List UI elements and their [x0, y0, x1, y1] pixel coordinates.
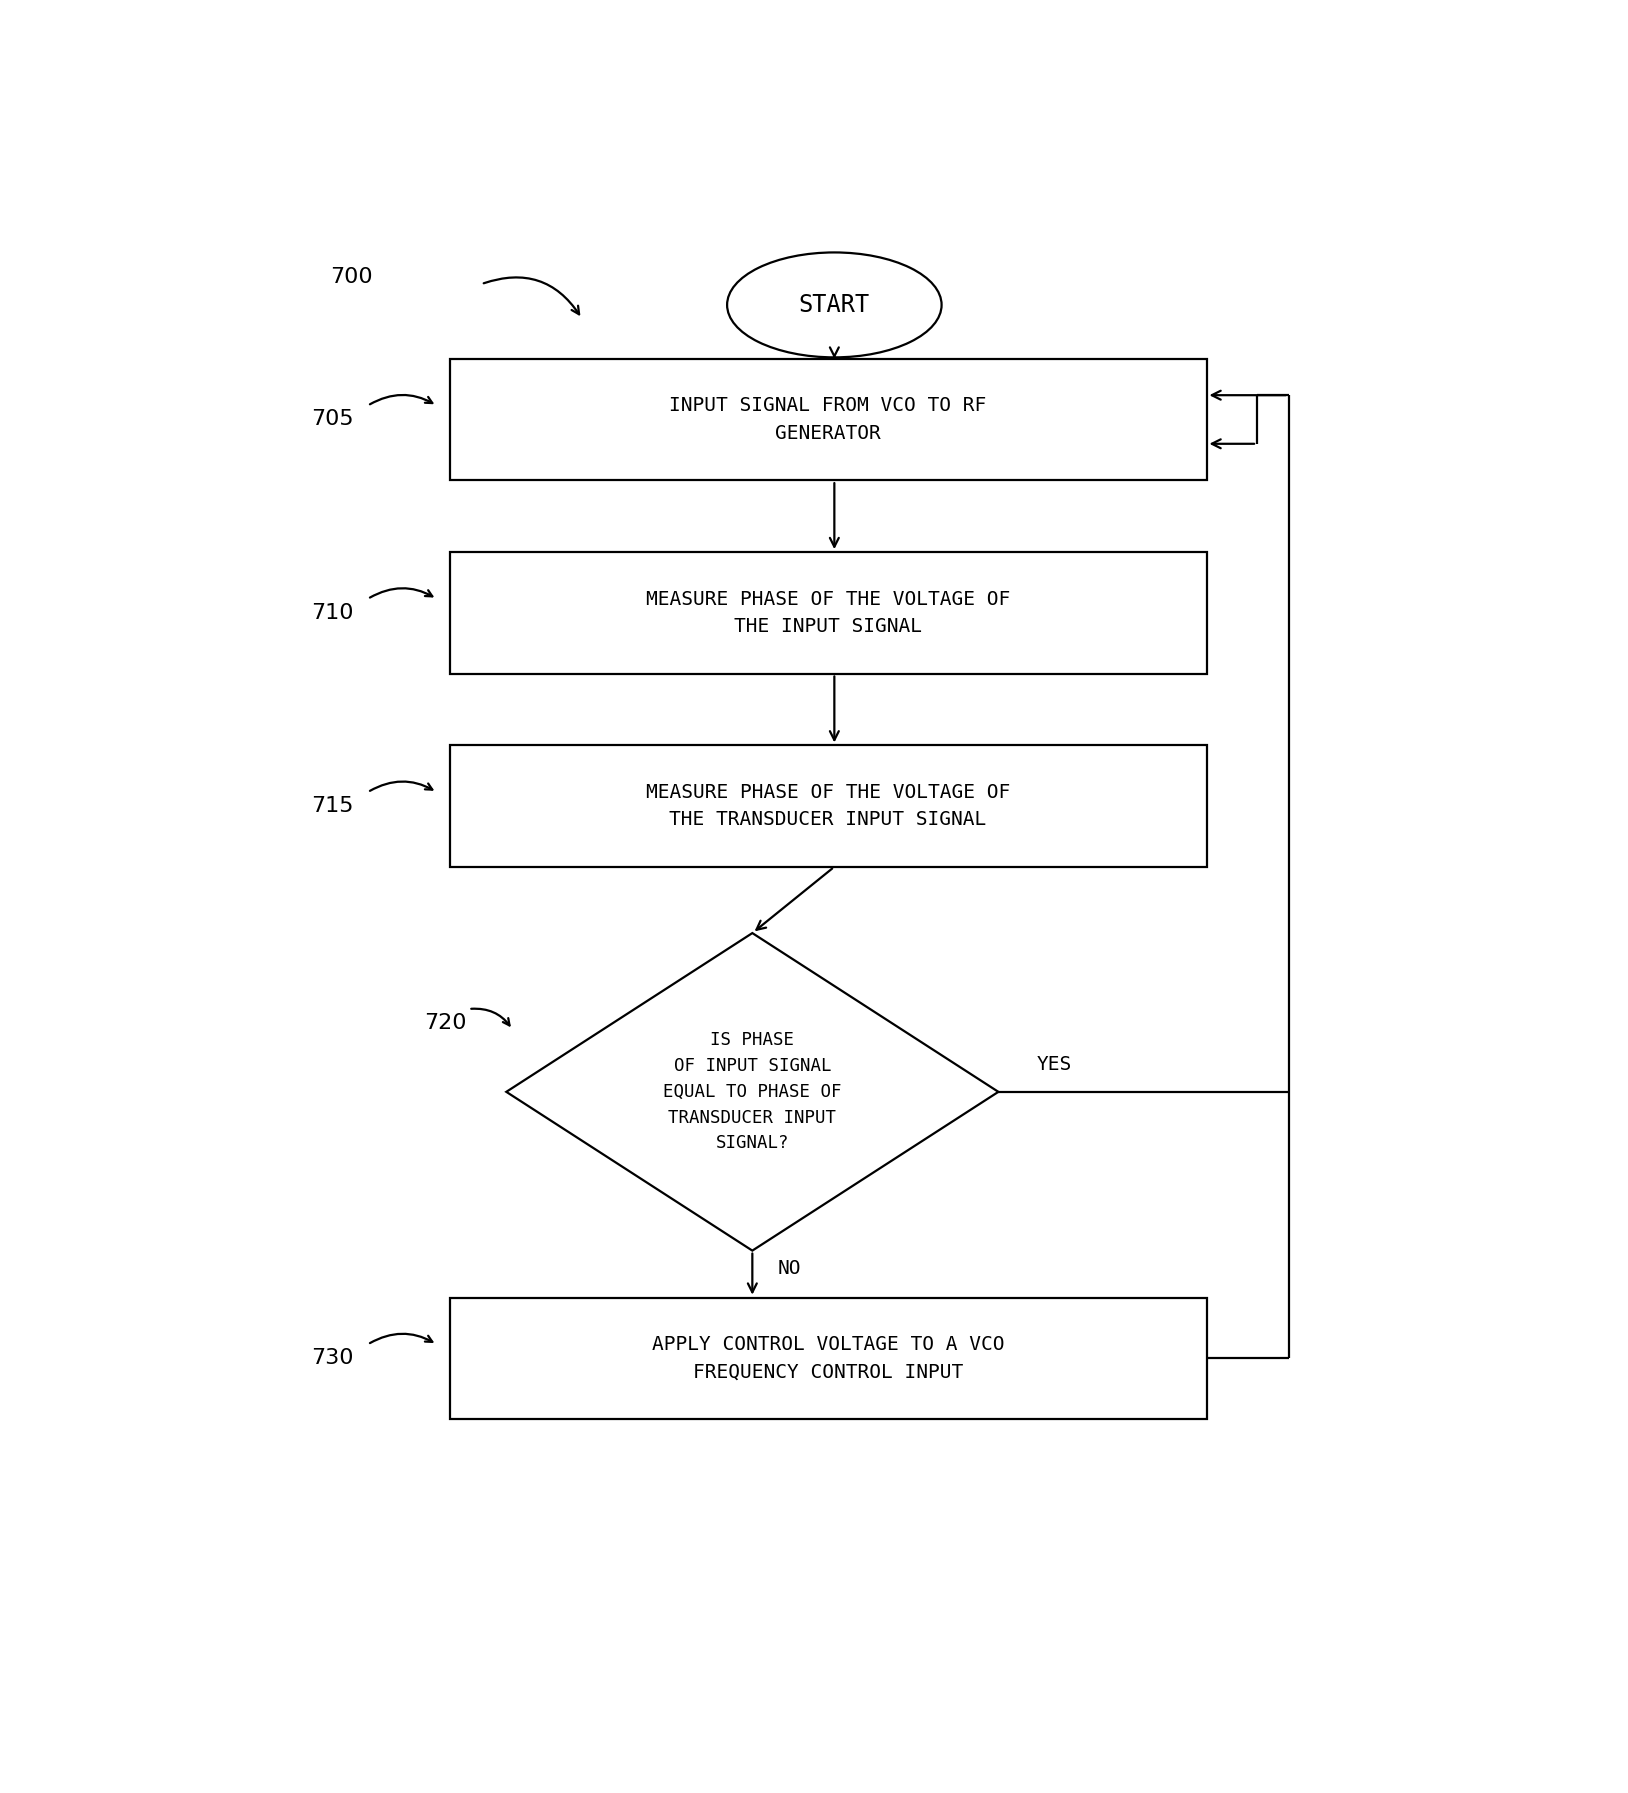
- FancyArrowPatch shape: [370, 394, 433, 403]
- FancyArrowPatch shape: [370, 782, 433, 791]
- Text: MEASURE PHASE OF THE VOLTAGE OF
THE TRANSDUCER INPUT SIGNAL: MEASURE PHASE OF THE VOLTAGE OF THE TRAN…: [646, 784, 1009, 828]
- Text: MEASURE PHASE OF THE VOLTAGE OF
THE INPUT SIGNAL: MEASURE PHASE OF THE VOLTAGE OF THE INPU…: [646, 590, 1009, 637]
- FancyBboxPatch shape: [449, 1298, 1206, 1418]
- FancyBboxPatch shape: [449, 746, 1206, 866]
- Text: IS PHASE
OF INPUT SIGNAL
EQUAL TO PHASE OF
TRANSDUCER INPUT
SIGNAL?: IS PHASE OF INPUT SIGNAL EQUAL TO PHASE …: [663, 1031, 842, 1153]
- Text: 700: 700: [329, 267, 373, 287]
- Text: 715: 715: [311, 796, 353, 816]
- FancyArrowPatch shape: [484, 278, 580, 314]
- Text: NO: NO: [778, 1259, 801, 1278]
- FancyArrowPatch shape: [370, 1334, 433, 1343]
- Text: INPUT SIGNAL FROM VCO TO RF
GENERATOR: INPUT SIGNAL FROM VCO TO RF GENERATOR: [669, 396, 987, 443]
- Text: APPLY CONTROL VOLTAGE TO A VCO
FREQUENCY CONTROL INPUT: APPLY CONTROL VOLTAGE TO A VCO FREQUENCY…: [651, 1336, 1004, 1381]
- FancyArrowPatch shape: [370, 588, 433, 597]
- Text: 710: 710: [311, 602, 353, 622]
- Text: YES: YES: [1037, 1054, 1071, 1074]
- FancyBboxPatch shape: [449, 552, 1206, 674]
- Text: 730: 730: [311, 1348, 353, 1368]
- Text: START: START: [799, 292, 869, 317]
- Text: 705: 705: [311, 409, 353, 430]
- Ellipse shape: [728, 253, 941, 357]
- FancyArrowPatch shape: [470, 1009, 510, 1026]
- FancyBboxPatch shape: [449, 359, 1206, 481]
- Polygon shape: [506, 932, 998, 1252]
- Text: 720: 720: [425, 1013, 467, 1033]
